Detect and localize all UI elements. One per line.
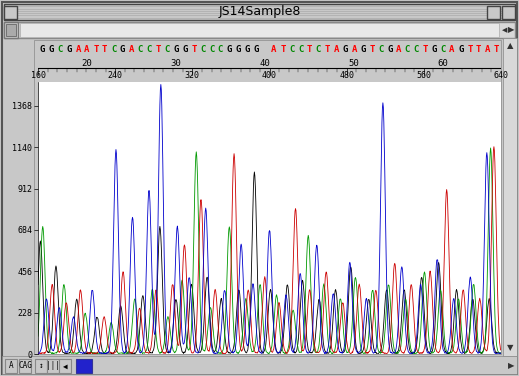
Text: 20: 20 — [81, 59, 92, 68]
Text: G: G — [387, 45, 392, 54]
Text: A: A — [396, 45, 401, 54]
Text: C: C — [58, 45, 63, 54]
Text: 640: 640 — [494, 71, 509, 80]
Text: ◀: ◀ — [502, 27, 508, 33]
Text: T: T — [422, 45, 428, 54]
Text: G: G — [236, 45, 241, 54]
Text: T: T — [102, 45, 107, 54]
Bar — [59, 359, 71, 373]
Bar — [4, 22, 515, 38]
Text: A: A — [485, 45, 490, 54]
Text: G: G — [182, 45, 187, 54]
Text: A: A — [9, 361, 13, 370]
Text: 240: 240 — [107, 71, 122, 80]
Text: ▶: ▶ — [508, 361, 514, 370]
Text: C: C — [111, 45, 116, 54]
Bar — [4, 22, 18, 38]
Bar — [76, 359, 92, 373]
Text: A: A — [334, 45, 339, 54]
Text: T: T — [191, 45, 197, 54]
Text: C: C — [138, 45, 143, 54]
Text: A: A — [271, 45, 277, 54]
Text: CAG: CAG — [18, 361, 32, 370]
Text: |||: ||| — [46, 361, 60, 370]
Bar — [4, 4, 515, 20]
Text: 480: 480 — [339, 71, 354, 80]
Text: A: A — [449, 45, 455, 54]
Text: 30: 30 — [171, 59, 181, 68]
Text: C: C — [289, 45, 294, 54]
Text: T: T — [325, 45, 330, 54]
Text: A: A — [129, 45, 134, 54]
Bar — [6, 24, 16, 36]
Text: A: A — [75, 45, 81, 54]
Text: G: G — [66, 45, 72, 54]
Text: C: C — [218, 45, 223, 54]
Text: T: T — [369, 45, 375, 54]
Text: G: G — [343, 45, 348, 54]
Bar — [19, 359, 31, 373]
Bar — [4, 6, 17, 19]
Text: G: G — [49, 45, 54, 54]
Text: A: A — [84, 45, 90, 54]
Text: T: T — [467, 45, 472, 54]
Text: C: C — [316, 45, 321, 54]
Text: G: G — [40, 45, 45, 54]
Text: 60: 60 — [438, 59, 448, 68]
Bar — [35, 359, 47, 373]
Bar — [502, 6, 515, 19]
Text: ▼: ▼ — [507, 344, 513, 353]
Text: C: C — [405, 45, 410, 54]
Text: C: C — [165, 45, 170, 54]
Text: C: C — [441, 45, 446, 54]
Text: G: G — [458, 45, 463, 54]
Text: C: C — [298, 45, 303, 54]
Text: ▲: ▲ — [507, 41, 513, 50]
Text: ◀: ◀ — [63, 361, 67, 370]
Text: A: A — [351, 45, 357, 54]
Bar — [2, 356, 517, 374]
Text: G: G — [431, 45, 437, 54]
Text: T: T — [156, 45, 161, 54]
Text: 50: 50 — [349, 59, 360, 68]
Text: G: G — [244, 45, 250, 54]
Text: 400: 400 — [262, 71, 277, 80]
Text: C: C — [378, 45, 384, 54]
Bar — [5, 359, 17, 373]
Text: 40: 40 — [260, 59, 270, 68]
Text: T: T — [307, 45, 312, 54]
Text: C: C — [209, 45, 214, 54]
Text: ↕: ↕ — [39, 361, 43, 370]
Text: JS14Sample8: JS14Sample8 — [218, 6, 301, 18]
Bar — [503, 38, 517, 356]
Text: T: T — [280, 45, 285, 54]
Text: C: C — [414, 45, 419, 54]
Text: 560: 560 — [416, 71, 431, 80]
Text: T: T — [494, 45, 499, 54]
Bar — [47, 359, 59, 373]
Text: G: G — [360, 45, 366, 54]
Bar — [20, 23, 499, 37]
Text: G: G — [120, 45, 125, 54]
Text: 320: 320 — [185, 71, 200, 80]
Text: ▶: ▶ — [508, 26, 514, 35]
Bar — [34, 40, 501, 354]
Bar — [487, 6, 500, 19]
Text: G: G — [253, 45, 259, 54]
Text: T: T — [476, 45, 482, 54]
Text: G: G — [227, 45, 232, 54]
Text: G: G — [173, 45, 179, 54]
Text: 160: 160 — [31, 71, 46, 80]
Text: C: C — [146, 45, 152, 54]
Text: T: T — [93, 45, 99, 54]
Text: C: C — [200, 45, 206, 54]
